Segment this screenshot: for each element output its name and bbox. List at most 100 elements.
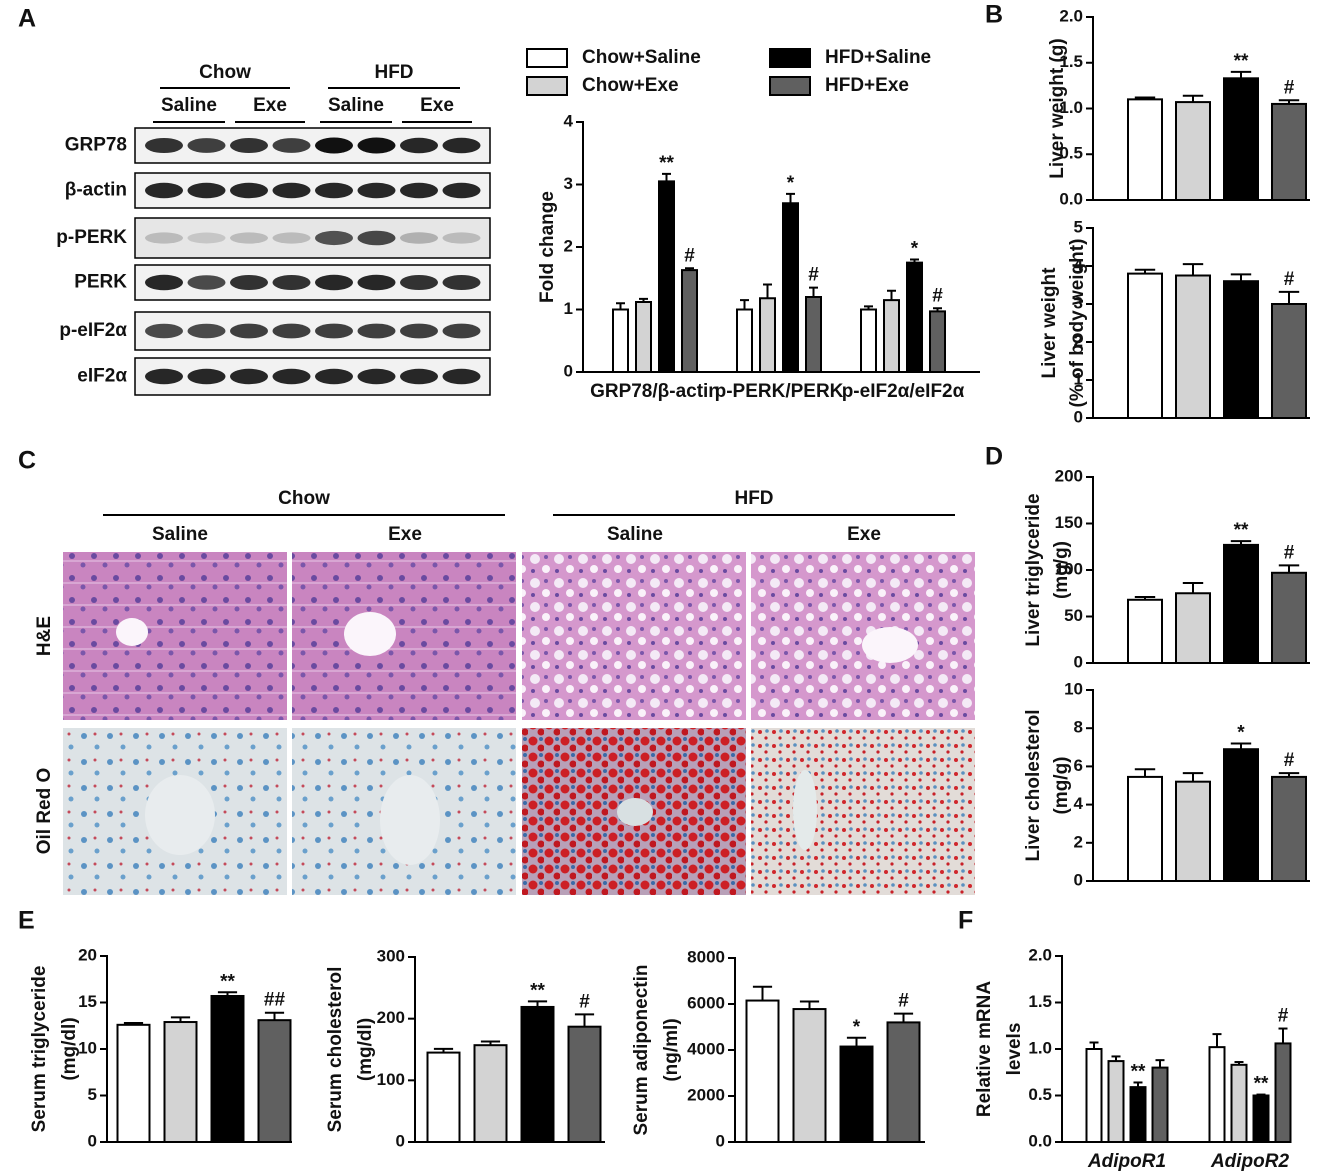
y-tick-label: 1.5 [1028, 992, 1052, 1011]
bar [426, 1051, 461, 1144]
y-tick-label: 100 [1055, 559, 1083, 578]
vessel [344, 612, 396, 656]
y-tick-label: 3 [564, 174, 573, 193]
significance-mark: ** [530, 980, 545, 1001]
significance-mark: ** [220, 971, 235, 992]
bar [1271, 571, 1307, 664]
bar [1271, 775, 1307, 883]
y-tick-label: 50 [1064, 606, 1083, 625]
significance-mark: # [1284, 542, 1295, 563]
y-tick-label: 0 [396, 1131, 405, 1150]
y-axis-label: Serum adiponectin [631, 964, 652, 1135]
group-label: Chow [278, 488, 330, 509]
y-tick-label: 4000 [687, 1039, 725, 1058]
blot-band [400, 232, 438, 244]
bar [116, 1023, 151, 1143]
y-tick-label: 2 [1074, 331, 1083, 350]
y-tick-label: 0.0 [1028, 1131, 1052, 1150]
bar [1085, 1048, 1103, 1143]
blot-band [230, 323, 268, 339]
blot-band [357, 137, 396, 154]
blot-band [272, 274, 311, 291]
y-tick-label: 4 [1074, 255, 1084, 274]
significance-mark: ** [1254, 1074, 1269, 1095]
significance-mark: ** [659, 153, 674, 174]
bar [1151, 1066, 1169, 1143]
blot-band [442, 232, 481, 244]
panel-label: B [985, 1, 1003, 29]
blot-band [357, 230, 396, 246]
bar [1175, 780, 1211, 882]
y-axis-label: Liver cholesterol [1023, 709, 1044, 861]
significance-mark: # [1284, 269, 1295, 290]
significance-mark: * [1237, 722, 1245, 743]
blot-band [272, 323, 311, 339]
stain-label: H&E [34, 616, 55, 656]
y-tick-label: 100 [377, 1070, 405, 1089]
bar [1127, 598, 1163, 665]
significance-mark: # [932, 285, 943, 306]
legend-swatch [769, 48, 811, 68]
blot-band [442, 274, 481, 291]
group-label: HFD [374, 62, 413, 83]
bar [1230, 1063, 1248, 1144]
y-tick-label: 0 [564, 361, 573, 380]
bar [805, 296, 822, 373]
significance-mark: ** [1234, 51, 1249, 72]
y-tick-label: 3 [1074, 293, 1083, 312]
blot-row-label: p-PERK [56, 227, 127, 248]
bar [886, 1021, 921, 1144]
bar [163, 1021, 198, 1144]
significance-mark: # [1278, 1006, 1289, 1027]
legend-swatch [526, 48, 568, 68]
x-tick-label: GRP78/β-actin [590, 381, 720, 402]
significance-mark: ** [1234, 520, 1249, 541]
bar [759, 297, 776, 373]
bar [635, 301, 652, 373]
significance-mark: # [808, 265, 819, 286]
blot-band [230, 182, 268, 199]
blot-band [145, 368, 183, 385]
y-tick-label: 1.0 [1059, 98, 1083, 117]
blot-strip [134, 217, 491, 259]
blot-band [315, 230, 353, 246]
bar [1107, 1060, 1125, 1143]
y-axis-label: (mg/g) [1051, 756, 1072, 814]
significance-mark: ## [264, 990, 286, 1011]
y-tick-label: 0 [1074, 652, 1083, 671]
bar [736, 308, 753, 373]
histology-images [63, 552, 975, 895]
blot-band [442, 323, 481, 339]
bar [612, 308, 629, 373]
blot-band [145, 323, 183, 339]
blot-band [400, 274, 438, 291]
y-axis-label: (mg/dl) [59, 1017, 80, 1080]
significance-mark: # [579, 991, 590, 1012]
panel-label: F [958, 907, 973, 935]
legend-label: Chow+Saline [582, 47, 701, 68]
y-tick-label: 10 [1064, 679, 1083, 698]
blot-band [230, 232, 268, 244]
treatment-label: Saline [152, 524, 208, 545]
blot-row-label: eIF2α [77, 366, 127, 387]
y-tick-label: 0 [88, 1131, 97, 1150]
blot-row-label: PERK [74, 272, 127, 293]
y-tick-label: 300 [377, 946, 405, 965]
y-tick-label: 0.0 [1059, 189, 1083, 208]
y-axis-label: Liver weight (g) [1047, 38, 1068, 178]
blot-row-label: β-actin [65, 180, 127, 201]
bar [860, 308, 877, 373]
bar [782, 202, 799, 373]
bar [567, 1025, 602, 1144]
blot-band [145, 274, 183, 291]
bar [929, 310, 946, 373]
bar [1127, 272, 1163, 419]
bar [792, 1008, 827, 1143]
blot-band [187, 275, 226, 290]
blot-band [272, 138, 311, 153]
x-tick-label: AdipoR2 [1210, 1151, 1290, 1171]
panel-label: C [18, 447, 36, 475]
bar [906, 261, 923, 373]
y-tick-label: 8 [1074, 718, 1083, 737]
y-axis-label: Serum cholesterol [325, 967, 346, 1133]
